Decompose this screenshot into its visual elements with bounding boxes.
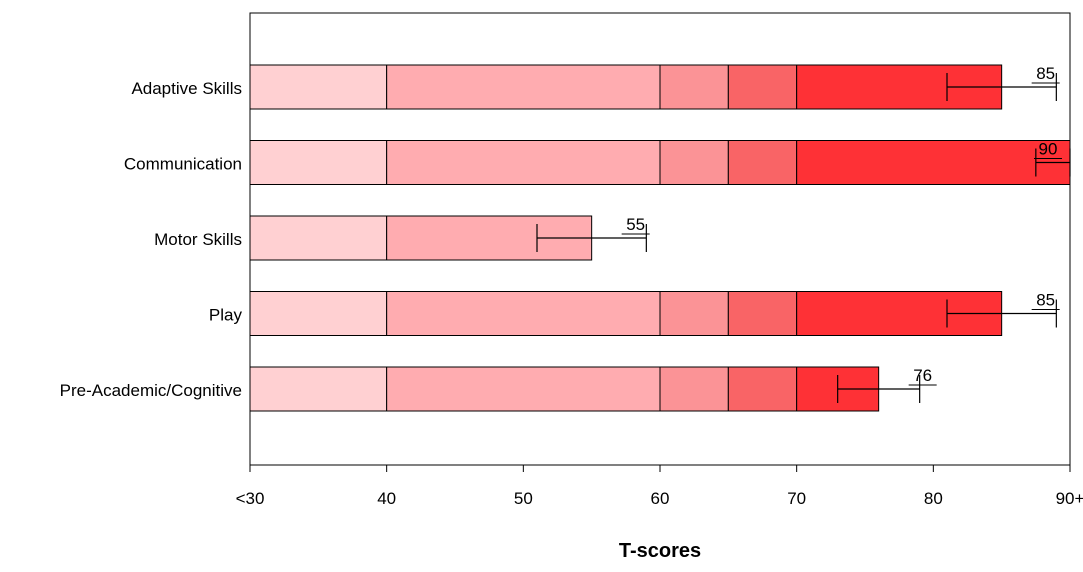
category-label: Pre-Academic/Cognitive xyxy=(60,381,242,400)
value-labels-layer: 85 90 55 85 76 xyxy=(621,64,1062,386)
x-tick-label: 80 xyxy=(924,489,943,508)
category-label: Motor Skills xyxy=(154,230,242,249)
value-label: 85 xyxy=(1036,64,1055,83)
bar-segment xyxy=(386,366,661,412)
bar-segment xyxy=(659,140,729,185)
x-tick-label: 40 xyxy=(377,489,396,508)
bar-segment xyxy=(249,215,388,261)
bar-segment xyxy=(796,140,1071,185)
value-label: 76 xyxy=(913,366,932,385)
x-tick-label: 90+ xyxy=(1056,489,1083,508)
category-label: Adaptive Skills xyxy=(131,79,242,98)
bars-layer xyxy=(249,64,1071,412)
bar-segment xyxy=(386,291,661,336)
bar-segment xyxy=(249,366,388,412)
value-label: 90 xyxy=(1039,140,1058,159)
x-axis-title: T-scores xyxy=(619,540,701,562)
bar-segment xyxy=(727,291,798,336)
value-label: 55 xyxy=(626,215,645,234)
bar-segment xyxy=(659,64,729,110)
x-axis: <30 40 50 60 70 80 90+ xyxy=(236,464,1083,508)
bar-segment xyxy=(659,291,729,336)
x-tick-label: <30 xyxy=(236,489,265,508)
bar-segment xyxy=(249,140,388,185)
bar-segment xyxy=(727,140,798,185)
x-tick-label: 70 xyxy=(787,489,806,508)
x-tick-label: 60 xyxy=(651,489,670,508)
category-labels-layer: Adaptive Skills Communication Motor Skills… xyxy=(60,79,243,400)
bar-segment xyxy=(249,64,388,110)
bar-segment xyxy=(249,291,388,336)
error-bars-layer xyxy=(536,73,1071,403)
bar-segment xyxy=(386,140,661,185)
category-label: Play xyxy=(209,306,243,325)
bar-segment xyxy=(659,366,729,412)
bar-segment xyxy=(727,64,798,110)
bar-segment xyxy=(386,64,661,110)
x-tick-label: 50 xyxy=(514,489,533,508)
bar-segment xyxy=(727,366,798,412)
category-label: Communication xyxy=(124,155,242,174)
value-label: 85 xyxy=(1036,291,1055,310)
